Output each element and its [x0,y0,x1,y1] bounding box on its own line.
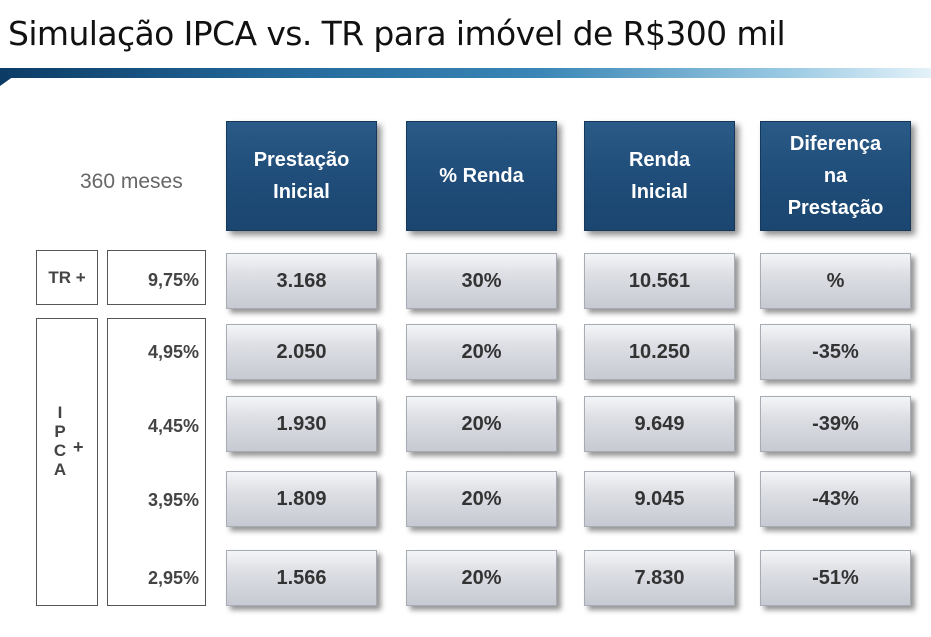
ipca-letter: C [53,441,67,460]
cell-renda-inicial: 9.045 [584,471,735,527]
tr-label-box: TR + [36,250,98,305]
cell-prestacao: 1.809 [226,471,377,527]
rate-value: 4,45% [147,416,199,436]
ipca-label-box [36,318,98,606]
cell-prestacao: 2.050 [226,324,377,380]
cell-diferenca: -43% [760,471,911,527]
ipca-letter: A [53,460,67,479]
header-renda-line1: Renda [628,149,691,171]
cell-renda-inicial: 10.250 [584,324,735,380]
rate-value: 4,95% [147,342,199,362]
header-diferenca-prestacao: Diferença na Prestação [760,121,911,231]
header-renda-line2: Inicial [631,181,688,203]
title-underline-bar [0,68,931,78]
ipca-letter: P [54,422,66,441]
cell-renda-percent: 20% [406,550,557,606]
header-diferenca-line2: na [823,165,848,187]
header-prestacao-line1: Prestação [253,149,350,171]
cell-diferenca: % [760,253,911,309]
cell-renda-percent: 20% [406,396,557,452]
term-label: 360 meses [80,170,183,193]
title-bar-wedge [0,76,14,86]
header-percent-renda-label: % Renda [439,165,524,187]
rate-value: 2,95% [147,568,199,588]
cell-renda-percent: 20% [406,324,557,380]
ipca-rate-box [107,318,206,606]
header-diferenca-line3: Prestação [787,197,884,219]
cell-diferenca: -35% [760,324,911,380]
tr-rate-box [107,250,206,305]
rate-value: 9,75% [147,270,199,290]
header-percent-renda: % Renda [406,121,557,231]
cell-diferenca: -51% [760,550,911,606]
header-prestacao-inicial: Prestação Inicial [226,121,377,231]
cell-renda-inicial: 7.830 [584,550,735,606]
ipca-plus-sign: + [73,437,84,457]
cell-renda-percent: 30% [406,253,557,309]
header-diferenca-line1: Diferença [789,133,882,155]
cell-diferenca: -39% [760,396,911,452]
rate-value: 3,95% [147,490,199,510]
cell-prestacao: 1.930 [226,396,377,452]
ipca-label: I P C A [52,403,68,479]
ipca-letter: I [57,403,63,422]
cell-renda-percent: 20% [406,471,557,527]
cell-renda-inicial: 9.649 [584,396,735,452]
cell-prestacao: 3.168 [226,253,377,309]
cell-prestacao: 1.566 [226,550,377,606]
tr-label: TR + [48,267,86,287]
cell-renda-inicial: 10.561 [584,253,735,309]
page-title: Simulação IPCA vs. TR para imóvel de R$3… [8,14,786,53]
header-renda-inicial: Renda Inicial [584,121,735,231]
header-prestacao-line2: Inicial [273,181,330,203]
